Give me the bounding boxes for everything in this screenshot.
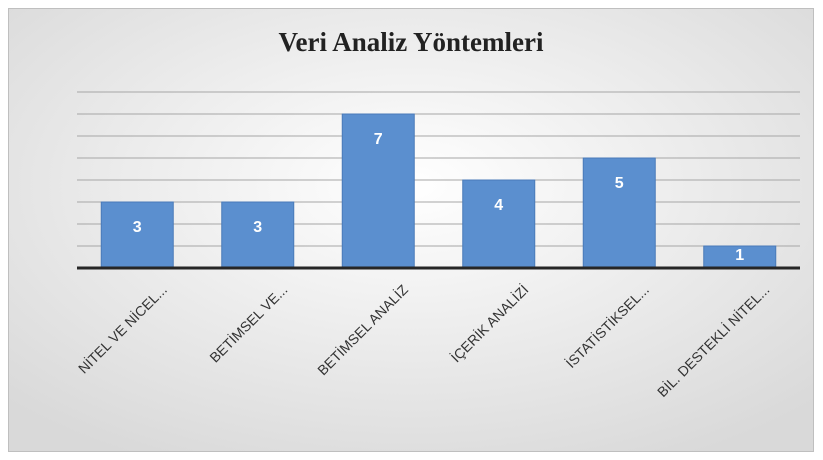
- value-label: 7: [374, 131, 383, 148]
- chart-title: Veri Analiz Yöntemleri: [279, 27, 544, 57]
- value-label: 5: [615, 175, 624, 192]
- value-label: 3: [253, 219, 262, 236]
- value-label: 4: [494, 197, 503, 214]
- bar: [341, 113, 415, 269]
- value-label: 3: [133, 219, 142, 236]
- bar: [221, 201, 295, 269]
- value-label: 1: [735, 247, 744, 264]
- bar: [582, 157, 656, 269]
- bar: [462, 179, 536, 269]
